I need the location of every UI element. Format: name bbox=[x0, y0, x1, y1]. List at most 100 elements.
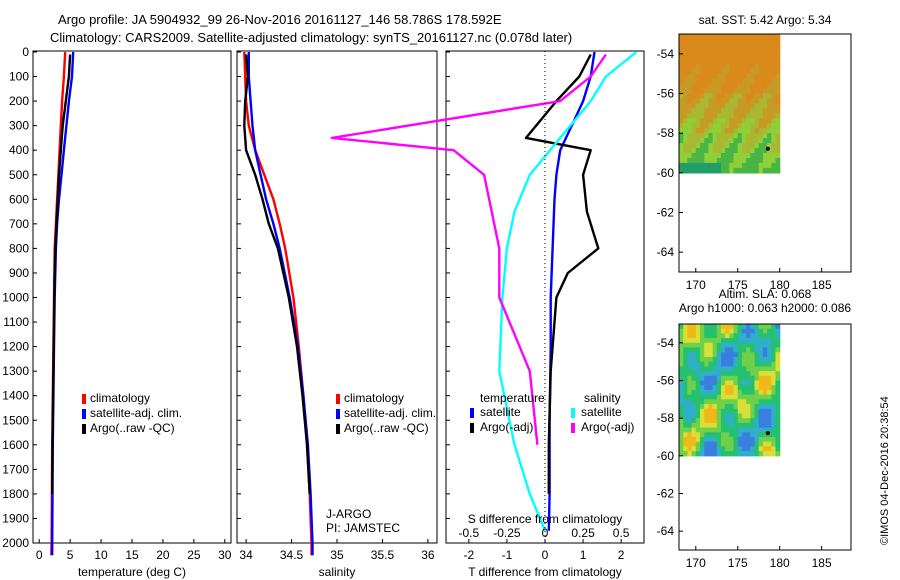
ytick-label: 500 bbox=[9, 168, 29, 182]
map-cell bbox=[687, 48, 693, 55]
map-cell bbox=[708, 113, 714, 119]
map-cell bbox=[754, 357, 760, 363]
map-cell bbox=[716, 98, 722, 105]
map-cell bbox=[679, 118, 684, 124]
map-cell bbox=[762, 324, 768, 330]
map-cell bbox=[741, 413, 747, 419]
legend-label: satellite-adj. clim. bbox=[344, 406, 436, 420]
map-cell bbox=[771, 375, 777, 382]
map-cell bbox=[725, 375, 730, 382]
figure-title-line1: Argo profile: JA 5904932_99 26-Nov-2016 … bbox=[58, 12, 502, 27]
map-cell bbox=[771, 441, 777, 447]
map-cell bbox=[741, 422, 747, 429]
map-cell bbox=[708, 342, 714, 349]
map-cell bbox=[775, 385, 781, 391]
map-cell bbox=[725, 58, 730, 65]
map-cell bbox=[729, 123, 735, 129]
map-cell bbox=[712, 128, 718, 134]
map-cell bbox=[733, 108, 739, 114]
map-cell bbox=[767, 162, 772, 169]
map-cell bbox=[746, 380, 751, 386]
map-cell bbox=[737, 162, 743, 169]
map-cell bbox=[695, 361, 701, 367]
map-cell bbox=[775, 118, 781, 124]
map-cell bbox=[758, 63, 764, 70]
map-cell bbox=[721, 380, 726, 386]
map-cell bbox=[733, 167, 739, 174]
map-cell bbox=[750, 375, 756, 382]
map-cell bbox=[771, 123, 777, 129]
map-cell bbox=[687, 167, 693, 174]
map-cell bbox=[754, 128, 760, 134]
map-cell bbox=[762, 103, 768, 109]
map-cell bbox=[683, 63, 688, 70]
map-ytick-label: -60 bbox=[657, 166, 675, 180]
map-cell bbox=[679, 366, 684, 372]
map-cell bbox=[750, 48, 756, 55]
map-cell bbox=[729, 385, 735, 391]
map-cell bbox=[746, 113, 751, 119]
xtick-s-label: 0.5 bbox=[613, 526, 630, 540]
map-cell bbox=[712, 133, 718, 139]
map-cell bbox=[700, 128, 705, 134]
map-cell bbox=[767, 441, 772, 447]
map-cell bbox=[746, 408, 751, 415]
map-cell bbox=[746, 103, 751, 109]
map-cell bbox=[700, 446, 705, 452]
map-cell bbox=[750, 328, 756, 334]
map-cell bbox=[775, 380, 781, 386]
map-cell bbox=[762, 34, 768, 40]
map-cell bbox=[700, 437, 705, 443]
map-cell bbox=[729, 347, 735, 353]
map-cell bbox=[762, 48, 768, 55]
map-cell bbox=[741, 366, 747, 372]
map-cell bbox=[704, 422, 709, 429]
map-cell bbox=[695, 328, 701, 334]
map-cell bbox=[704, 437, 709, 443]
figure-title-line2: Climatology: CARS2009. Satellite-adjuste… bbox=[50, 30, 573, 45]
map-cell bbox=[704, 118, 709, 124]
map-cell bbox=[767, 408, 772, 415]
map-cell bbox=[679, 451, 684, 457]
map-cell bbox=[725, 422, 730, 429]
map-cell bbox=[716, 418, 722, 424]
map-cell bbox=[775, 347, 781, 353]
map-cell bbox=[721, 375, 726, 382]
map-cell bbox=[771, 88, 777, 95]
map-cell bbox=[725, 63, 730, 70]
map-cell bbox=[729, 39, 735, 45]
map-cell bbox=[725, 333, 730, 339]
map-cell bbox=[729, 404, 735, 410]
map-cell bbox=[775, 167, 781, 174]
map-cell bbox=[691, 162, 697, 169]
map-cell bbox=[716, 103, 722, 109]
map-cell bbox=[695, 427, 701, 433]
legend-swatch bbox=[82, 424, 86, 434]
map-cell bbox=[695, 333, 701, 339]
map-cell bbox=[679, 437, 684, 443]
map-cell bbox=[704, 34, 709, 40]
map-cell bbox=[712, 389, 718, 396]
map-cell bbox=[695, 451, 701, 457]
series-differences-3 bbox=[330, 53, 607, 445]
map-cell bbox=[754, 375, 760, 382]
map-cell bbox=[754, 53, 760, 60]
map-cell bbox=[741, 432, 747, 438]
map-cell bbox=[716, 441, 722, 447]
map-cell bbox=[725, 48, 730, 55]
map-cell bbox=[750, 68, 756, 75]
map-cell bbox=[733, 88, 739, 95]
map-cell bbox=[733, 58, 739, 65]
map-cell bbox=[716, 93, 722, 100]
map-cell bbox=[754, 352, 760, 358]
map-cell bbox=[712, 385, 718, 391]
map-cell bbox=[746, 357, 751, 363]
map-cell bbox=[704, 408, 709, 415]
map-cell bbox=[687, 418, 693, 424]
map-cell bbox=[729, 389, 735, 396]
legend-swatch bbox=[336, 409, 340, 419]
map-cell bbox=[771, 133, 777, 139]
map-cell bbox=[691, 342, 697, 349]
legend-label: Argo(-adj) bbox=[480, 420, 533, 434]
map-cell bbox=[737, 451, 743, 457]
